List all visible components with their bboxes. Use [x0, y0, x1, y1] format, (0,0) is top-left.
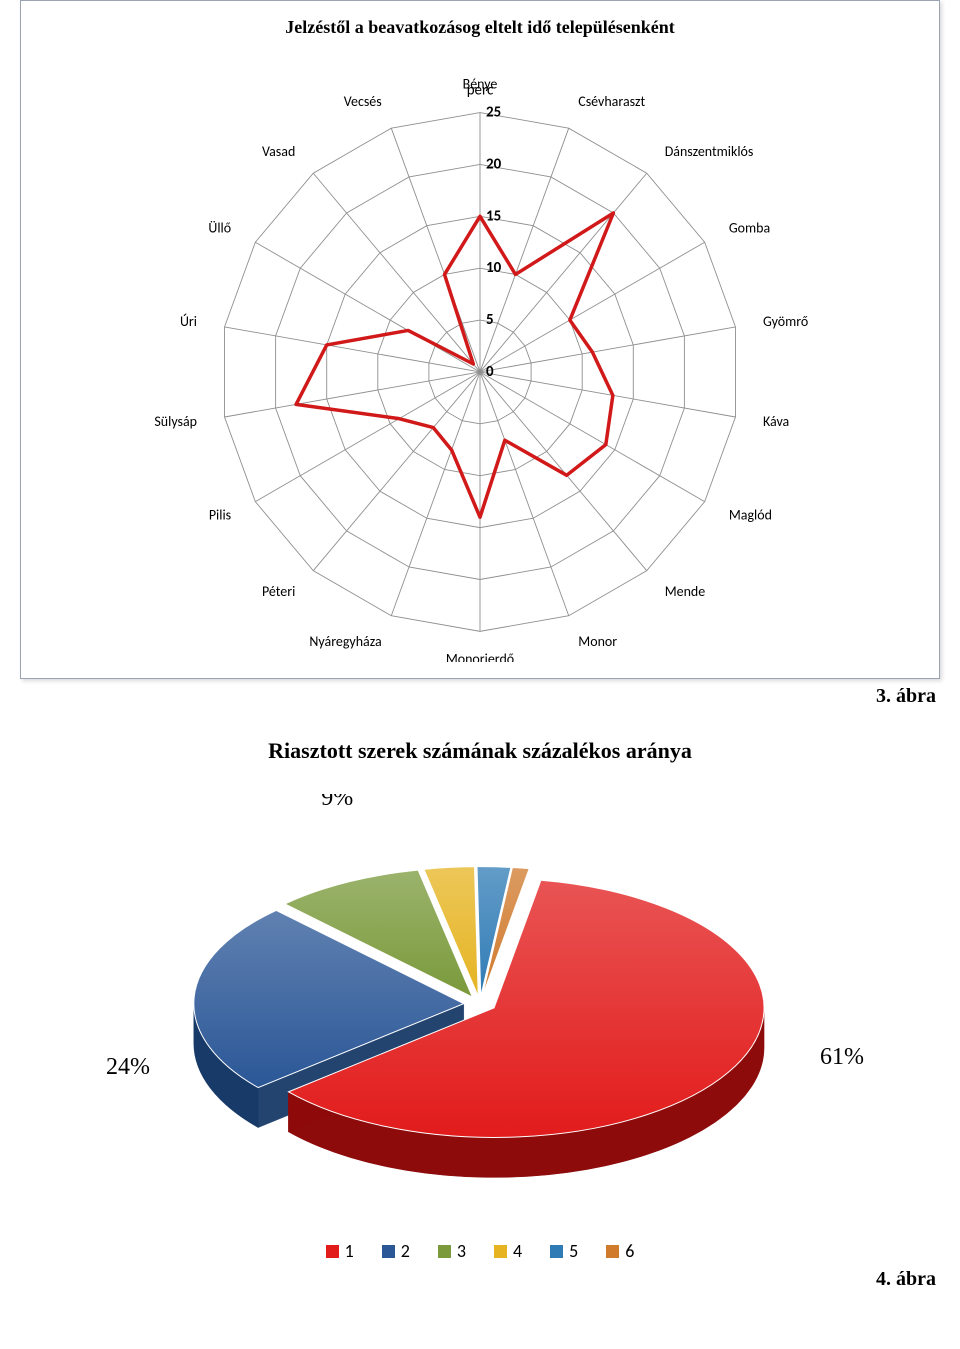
pie-title: Riasztott szerek számának százalékos ará…: [20, 738, 940, 764]
legend-item: 2: [382, 1240, 410, 1262]
legend-item: 1: [326, 1240, 354, 1262]
svg-text:25: 25: [486, 104, 501, 122]
svg-text:Monorierdő: Monorierdő: [446, 650, 514, 662]
pie-legend: 1 2 3 4 5 6: [20, 1240, 940, 1262]
svg-text:Vasad: Vasad: [262, 143, 295, 160]
legend-swatch: [494, 1245, 507, 1258]
svg-text:Üllő: Üllő: [208, 219, 231, 236]
radar-title: Jelzéstől a beavatkozásog eltelt idő tel…: [31, 17, 929, 38]
svg-text:24%: 24%: [106, 1054, 150, 1080]
legend-label: 4: [513, 1240, 522, 1262]
legend-swatch: [550, 1245, 563, 1258]
svg-text:Maglód: Maglód: [729, 507, 772, 524]
svg-text:10: 10: [486, 259, 502, 277]
legend-label: 1: [345, 1240, 354, 1262]
legend-item: 5: [550, 1240, 578, 1262]
radar-caption: 3. ábra: [20, 685, 936, 708]
legend-item: 3: [438, 1240, 466, 1262]
svg-text:Gomba: Gomba: [729, 219, 770, 236]
legend-item: 6: [606, 1240, 634, 1262]
svg-text:5: 5: [486, 311, 494, 329]
svg-text:Nyáregyháza: Nyáregyháza: [309, 633, 381, 650]
pie-chart-frame: Riasztott szerek számának százalékos ará…: [20, 738, 940, 1262]
legend-label: 5: [569, 1240, 578, 1262]
svg-text:Mende: Mende: [665, 583, 706, 600]
pie-chart: 61%24%9%3%2%1%: [20, 794, 940, 1214]
legend-label: 2: [401, 1240, 410, 1262]
svg-text:9%: 9%: [321, 794, 353, 811]
svg-text:Káva: Káva: [763, 413, 789, 430]
svg-text:Gyömrő: Gyömrő: [763, 313, 808, 330]
svg-text:20: 20: [486, 155, 502, 173]
legend-swatch: [606, 1245, 619, 1258]
svg-text:Sülysáp: Sülysáp: [154, 413, 197, 430]
legend-swatch: [382, 1245, 395, 1258]
svg-text:0: 0: [486, 363, 494, 381]
svg-text:Péteri: Péteri: [262, 583, 295, 600]
legend-label: 3: [457, 1240, 466, 1262]
radar-chart: 0510152025percBényeCsévharasztDánszentmi…: [31, 42, 929, 662]
legend-label: 6: [625, 1240, 634, 1262]
svg-text:Pilis: Pilis: [209, 507, 231, 524]
radar-chart-frame: Jelzéstől a beavatkozásog eltelt idő tel…: [20, 0, 940, 679]
legend-swatch: [438, 1245, 451, 1258]
svg-text:Vecsés: Vecsés: [344, 93, 382, 110]
svg-text:61%: 61%: [820, 1044, 864, 1070]
legend-swatch: [326, 1245, 339, 1258]
svg-text:Csévharaszt: Csévharaszt: [578, 93, 645, 110]
svg-text:Dánszentmiklós: Dánszentmiklós: [665, 143, 754, 160]
svg-text:Bénye: Bénye: [463, 76, 498, 93]
legend-item: 4: [494, 1240, 522, 1262]
pie-caption: 4. ábra: [20, 1268, 936, 1291]
svg-text:Úri: Úri: [180, 313, 197, 330]
svg-text:15: 15: [486, 207, 501, 225]
svg-text:Monor: Monor: [578, 633, 617, 650]
